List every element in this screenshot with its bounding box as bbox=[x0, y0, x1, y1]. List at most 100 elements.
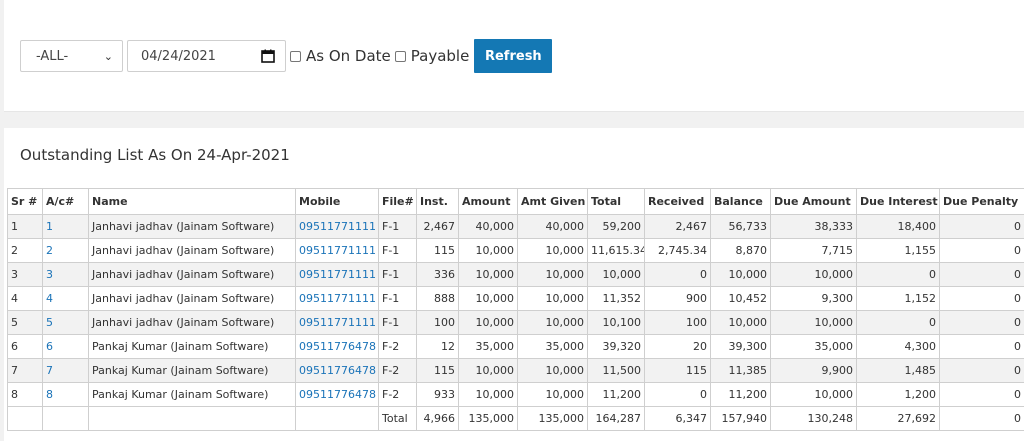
column-header-balance[interactable]: Balance bbox=[710, 188, 771, 215]
refresh-button[interactable]: Refresh bbox=[474, 39, 553, 73]
payable-checkbox[interactable] bbox=[394, 50, 406, 62]
mobile-link[interactable]: 09511771111 bbox=[295, 310, 379, 335]
mobile-link[interactable]: 09511771111 bbox=[295, 214, 379, 239]
column-header-ac[interactable]: A/c# bbox=[42, 188, 89, 215]
cell-amount: 35,000 bbox=[458, 334, 518, 359]
column-header-name[interactable]: Name bbox=[88, 188, 296, 215]
column-header-amount[interactable]: Amount bbox=[458, 188, 518, 215]
cell-due-penalty: 0 bbox=[939, 238, 1024, 263]
account-select-value: -ALL- bbox=[36, 48, 69, 64]
cell-given: 10,000 bbox=[517, 358, 588, 383]
account-link[interactable]: 1 bbox=[42, 214, 89, 239]
table-row[interactable]: 3 3 Janhavi jadhav (Jainam Software) 095117… bbox=[7, 262, 1024, 287]
cell-given: 10,000 bbox=[517, 310, 588, 335]
table-row[interactable]: 2 2 Janhavi jadhav (Jainam Software) 095117… bbox=[7, 238, 1024, 263]
cell-due-amount: 9,300 bbox=[770, 286, 857, 311]
cell-sr: 3 bbox=[7, 262, 43, 287]
cell-total: 59,200 bbox=[587, 214, 645, 239]
cell-balance: 11,200 bbox=[710, 382, 771, 407]
table-row[interactable]: 4 4 Janhavi jadhav (Jainam Software) 095117… bbox=[7, 286, 1024, 311]
as-on-date-option[interactable]: As On Date bbox=[290, 47, 391, 65]
cell-due-interest: 1,200 bbox=[856, 382, 940, 407]
column-header-inst[interactable]: Inst. bbox=[416, 188, 459, 215]
cell-due-amount: 35,000 bbox=[770, 334, 857, 359]
cell-due-interest: 1,152 bbox=[856, 286, 940, 311]
table-row[interactable]: 6 6 Pankaj Kumar (Jainam Software) 09511776… bbox=[7, 334, 1024, 359]
cell-due-interest: 0 bbox=[856, 262, 940, 287]
table-row[interactable]: 1 1 Janhavi jadhav (Jainam Software) 095117… bbox=[7, 214, 1024, 239]
cell-balance: 10,452 bbox=[710, 286, 771, 311]
mobile-link[interactable]: 09511776478 bbox=[295, 334, 379, 359]
account-link[interactable]: 5 bbox=[42, 310, 89, 335]
cell-given: 10,000 bbox=[517, 382, 588, 407]
cell-amount: 10,000 bbox=[458, 382, 518, 407]
cell-due-penalty: 0 bbox=[939, 358, 1024, 383]
cell-name: Janhavi jadhav (Jainam Software) bbox=[88, 262, 296, 287]
cell-received: 2,467 bbox=[644, 214, 711, 239]
cell-file: F-1 bbox=[378, 310, 417, 335]
cell-sr: 8 bbox=[7, 382, 43, 407]
cell-given: 40,000 bbox=[517, 214, 588, 239]
cell-amount: 40,000 bbox=[458, 214, 518, 239]
account-link[interactable]: 3 bbox=[42, 262, 89, 287]
cell-due-amount: 10,000 bbox=[770, 310, 857, 335]
table-row[interactable]: 5 5 Janhavi jadhav (Jainam Software) 095117… bbox=[7, 310, 1024, 335]
column-header-amt-given[interactable]: Amt Given bbox=[517, 188, 588, 215]
cell-amount: 10,000 bbox=[458, 262, 518, 287]
cell-received: 20 bbox=[644, 334, 711, 359]
account-link[interactable]: 8 bbox=[42, 382, 89, 407]
cell-balance: 10,000 bbox=[710, 310, 771, 335]
mobile-link[interactable]: 09511771111 bbox=[295, 286, 379, 311]
column-header-due-amount[interactable]: Due Amount bbox=[770, 188, 857, 215]
cell-sr: 4 bbox=[7, 286, 43, 311]
date-input[interactable]: 04/24/2021 bbox=[127, 40, 286, 72]
cell-sr: 5 bbox=[7, 310, 43, 335]
as-on-date-checkbox[interactable] bbox=[290, 50, 301, 62]
filter-row: -ALL- ⌄ 04/24/2021 As On Date Payable Re… bbox=[20, 39, 553, 73]
account-select[interactable]: -ALL- ⌄ bbox=[20, 40, 123, 72]
mobile-link[interactable]: 09511771111 bbox=[295, 238, 379, 263]
total-received: 6,347 bbox=[644, 406, 711, 431]
cell-due-interest: 1,155 bbox=[856, 238, 940, 263]
cell-name: Janhavi jadhav (Jainam Software) bbox=[88, 214, 296, 239]
mobile-link[interactable]: 09511776478 bbox=[295, 382, 379, 407]
total-due-interest: 27,692 bbox=[856, 406, 940, 431]
column-header-sr[interactable]: Sr # bbox=[7, 188, 43, 215]
cell-due-amount: 10,000 bbox=[770, 382, 857, 407]
cell-amount: 10,000 bbox=[458, 238, 518, 263]
total-label: Total bbox=[378, 406, 417, 431]
column-header-file[interactable]: File# bbox=[378, 188, 417, 215]
column-header-total[interactable]: Total bbox=[587, 188, 645, 215]
empty-cell bbox=[42, 406, 89, 431]
total-balance: 157,940 bbox=[710, 406, 771, 431]
total-due-amount: 130,248 bbox=[770, 406, 857, 431]
mobile-link[interactable]: 09511776478 bbox=[295, 358, 379, 383]
cell-balance: 10,000 bbox=[710, 262, 771, 287]
outstanding-table: Sr # A/c# Name Mobile File# Inst. Amount Amt Gi… bbox=[7, 188, 1024, 431]
total-given: 135,000 bbox=[517, 406, 588, 431]
column-header-due-interest[interactable]: Due Interest bbox=[856, 188, 940, 215]
account-link[interactable]: 4 bbox=[42, 286, 89, 311]
cell-due-penalty: 0 bbox=[939, 310, 1024, 335]
table-row[interactable]: 7 7 Pankaj Kumar (Jainam Software) 09511776… bbox=[7, 358, 1024, 383]
account-link[interactable]: 2 bbox=[42, 238, 89, 263]
cell-received: 115 bbox=[644, 358, 711, 383]
cell-given: 10,000 bbox=[517, 286, 588, 311]
cell-file: F-2 bbox=[378, 358, 417, 383]
filter-panel: -ALL- ⌄ 04/24/2021 As On Date Payable Re… bbox=[4, 0, 1024, 112]
column-header-due-penalty[interactable]: Due Penalty bbox=[939, 188, 1024, 215]
column-header-received[interactable]: Received bbox=[644, 188, 711, 215]
calendar-icon[interactable] bbox=[261, 49, 275, 63]
cell-due-penalty: 0 bbox=[939, 214, 1024, 239]
total-inst: 4,966 bbox=[416, 406, 459, 431]
payable-option[interactable]: Payable bbox=[394, 47, 469, 65]
cell-due-penalty: 0 bbox=[939, 286, 1024, 311]
table-row[interactable]: 8 8 Pankaj Kumar (Jainam Software) 09511776… bbox=[7, 382, 1024, 407]
cell-inst: 888 bbox=[416, 286, 459, 311]
account-link[interactable]: 6 bbox=[42, 334, 89, 359]
cell-amount: 10,000 bbox=[458, 286, 518, 311]
cell-balance: 39,300 bbox=[710, 334, 771, 359]
account-link[interactable]: 7 bbox=[42, 358, 89, 383]
column-header-mobile[interactable]: Mobile bbox=[295, 188, 379, 215]
mobile-link[interactable]: 09511771111 bbox=[295, 262, 379, 287]
